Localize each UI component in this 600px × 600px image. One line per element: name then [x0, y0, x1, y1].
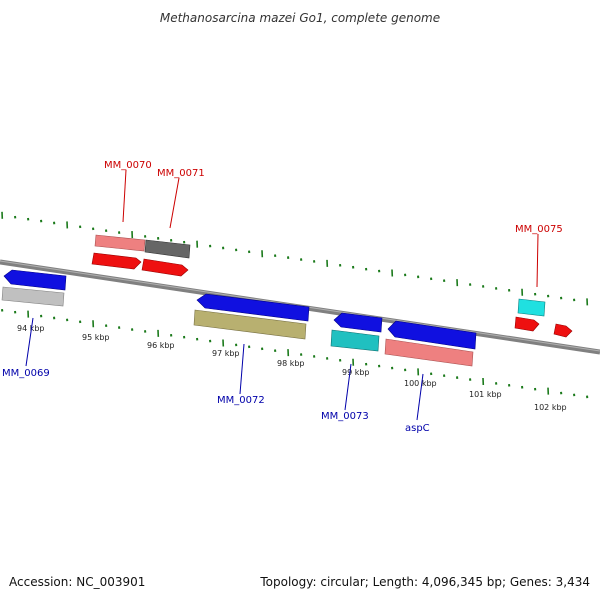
feature-aspc-arrow[interactable] — [387, 320, 477, 350]
label-leaders — [25, 169, 539, 421]
gene-label-aspc[interactable]: aspC — [405, 423, 430, 434]
map-title: Methanosarcina mazei Go1, complete genom… — [160, 11, 440, 25]
tile-mm0071[interactable] — [144, 239, 191, 259]
forward-tiles — [94, 234, 546, 317]
tile-mm0073[interactable] — [330, 329, 380, 352]
ruler-label-94: 94 kbp — [17, 324, 45, 333]
leader-mm0071 — [169, 177, 180, 229]
gene-label-mm0070[interactable]: MM_0070 — [104, 160, 152, 171]
forward-features — [91, 252, 573, 338]
gene-labels: MM_0070 MM_0071 MM_0075 MM_0069 MM_0072 … — [2, 160, 563, 434]
gene-label-mm0072[interactable]: MM_0072 — [217, 395, 265, 406]
tile-mm0072[interactable] — [193, 309, 307, 340]
gene-label-mm0073[interactable]: MM_0073 — [321, 411, 369, 422]
reverse-features — [3, 269, 477, 350]
feature-mm0075-arrow[interactable] — [514, 316, 540, 332]
gene-label-mm0069[interactable]: MM_0069 — [2, 368, 50, 379]
outer-tick-track — [1, 211, 589, 306]
gene-label-mm0071[interactable]: MM_0071 — [157, 168, 205, 179]
feature-mm0071-arrow[interactable] — [141, 258, 189, 277]
leader-mm0075 — [536, 233, 539, 288]
tile-aspc[interactable] — [384, 338, 474, 367]
ruler-label-98: 98 kbp — [277, 359, 305, 368]
gene-label-mm0075[interactable]: MM_0075 — [515, 224, 563, 235]
reverse-tiles — [1, 286, 474, 367]
ruler-label-100: 100 kbp — [404, 379, 437, 388]
ruler-label-96: 96 kbp — [147, 341, 175, 350]
leader-mm0069 — [25, 317, 34, 367]
ruler-label-101: 101 kbp — [469, 390, 502, 399]
leader-mm0073 — [344, 363, 352, 411]
feature-mm0070-arrow[interactable] — [91, 252, 142, 270]
inner-tick-track — [1, 308, 589, 399]
ruler-labels: 94 kbp 95 kbp 96 kbp 97 kbp 98 kbp 99 kb… — [17, 324, 567, 412]
genome-summary-text: Topology: circular; Length: 4,096,345 bp… — [259, 575, 590, 589]
leader-mm0072 — [239, 343, 245, 395]
accession-text: Accession: NC_003901 — [9, 575, 145, 589]
leader-aspc — [416, 373, 424, 421]
feature-mm0072-arrow[interactable] — [196, 293, 310, 322]
ruler-label-99: 99 kbp — [342, 368, 370, 377]
feature-mm0069-arrow[interactable] — [3, 269, 67, 291]
ruler-label-102: 102 kbp — [534, 403, 567, 412]
tile-mm0070[interactable] — [94, 234, 146, 252]
tile-mm0075[interactable] — [517, 298, 546, 317]
feature-small-arrow[interactable] — [553, 323, 573, 338]
tile-mm0069[interactable] — [1, 286, 65, 307]
feature-mm0073-arrow[interactable] — [333, 312, 383, 333]
leader-mm0070 — [122, 169, 127, 223]
ruler-label-95: 95 kbp — [82, 333, 110, 342]
ruler-label-97: 97 kbp — [212, 349, 240, 358]
